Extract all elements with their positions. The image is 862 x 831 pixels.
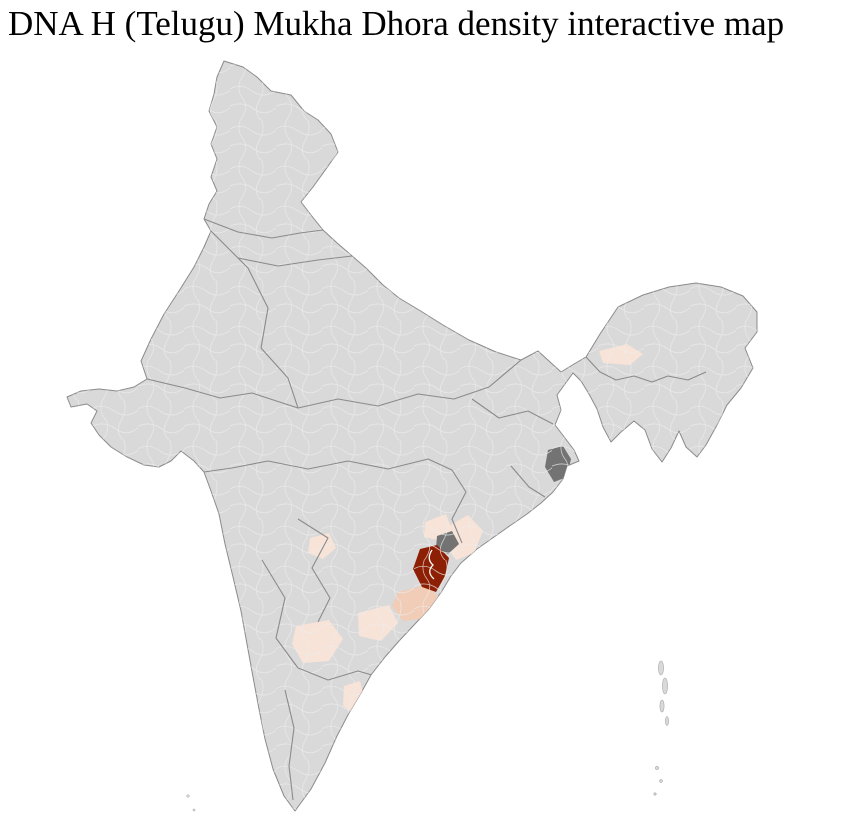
- page-title: DNA H (Telugu) Mukha Dhora density inter…: [8, 4, 785, 43]
- andaman-nicobar-islands[interactable]: [653, 660, 669, 796]
- district-density-low[interactable]: [440, 590, 472, 618]
- high-district-inner-boundary: [428, 549, 435, 580]
- state-borders: [146, 218, 707, 801]
- lakshadweep-islands[interactable]: [186, 794, 196, 812]
